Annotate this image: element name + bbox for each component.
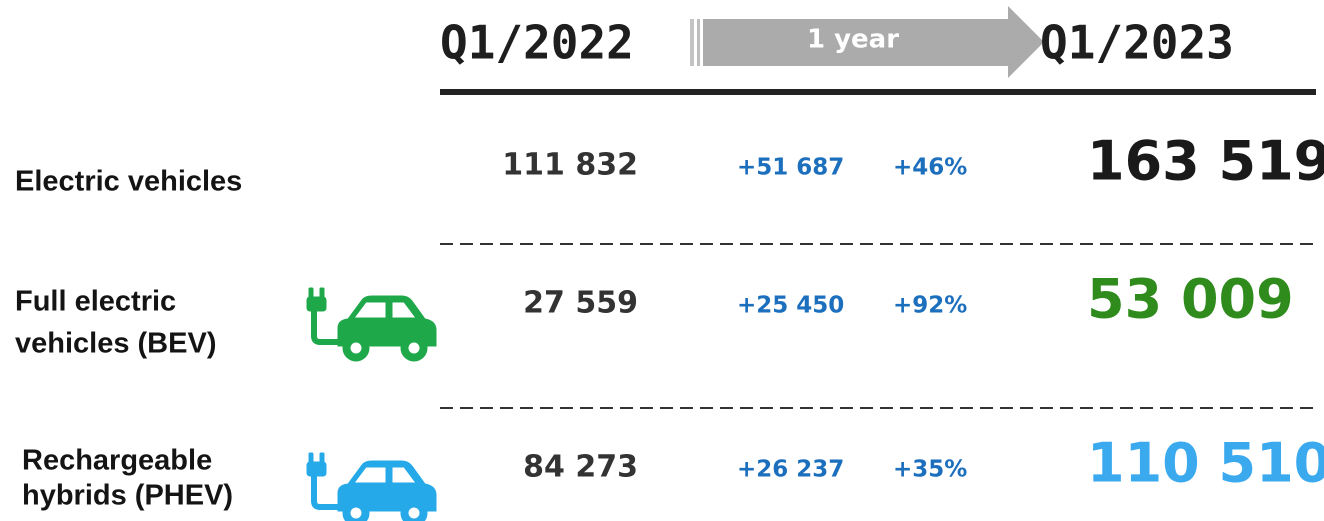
end-value: 110 510 xyxy=(1087,432,1324,495)
row-label: Full electric xyxy=(15,286,176,318)
end-value: 53 009 xyxy=(1087,268,1294,331)
change-percent: +35% xyxy=(893,457,967,483)
change-value: +51 687 xyxy=(737,155,844,181)
row-label: hybrids (PHEV) xyxy=(22,480,233,512)
end-value: 163 519 xyxy=(1087,130,1324,193)
row-label: vehicles (BEV) xyxy=(15,328,216,360)
start-value: 27 559 xyxy=(523,286,638,321)
header-rule xyxy=(440,89,1316,95)
phev-icon xyxy=(307,453,436,521)
row-label: Rechargeable xyxy=(22,445,212,477)
bev-icon xyxy=(307,288,436,361)
interval: 1 year xyxy=(807,25,899,55)
period-start: Q1/2022 xyxy=(440,16,634,70)
change-value: +26 237 xyxy=(737,457,844,483)
change-percent: +46% xyxy=(893,155,967,181)
arrow xyxy=(690,6,1044,78)
period-end: Q1/2023 xyxy=(1040,16,1234,70)
start-value: 84 273 xyxy=(523,450,638,485)
row-label: Electric vehicles xyxy=(15,166,242,198)
change-value: +25 450 xyxy=(737,293,844,319)
start-value: 111 832 xyxy=(502,148,638,183)
change-percent: +92% xyxy=(893,293,967,319)
